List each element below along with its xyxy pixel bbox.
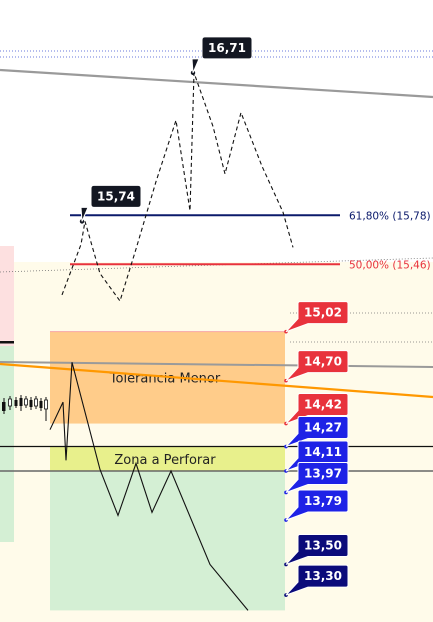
candle: [30, 400, 33, 407]
candle: [20, 398, 23, 406]
price-tag-1411-text: 14,11: [304, 445, 342, 459]
price-tag-1350-text: 13,50: [304, 538, 342, 552]
candle: [25, 399, 28, 405]
point-label-1574: 15,74: [80, 185, 141, 223]
candle: [35, 399, 38, 406]
price-tag-1502-text: 15,02: [304, 306, 342, 320]
gray-trend-line: [0, 70, 433, 97]
candle: [40, 401, 43, 408]
zona-a-perforar-label: Zona a Perforar: [114, 453, 216, 468]
candle: [9, 399, 12, 406]
price-tag-1427-text: 14,27: [304, 421, 342, 435]
price-tag-1379-text: 13,79: [304, 494, 342, 508]
price-tag-1397-text: 13,97: [304, 466, 342, 480]
left-green-zone: [0, 346, 14, 542]
point-1671-text: 16,71: [208, 41, 246, 55]
candle: [2, 402, 6, 411]
price-tag-1470-text: 14,70: [304, 355, 342, 369]
green-zone: [50, 471, 285, 610]
point-1574-text: 15,74: [97, 189, 135, 203]
fib-level-618-label: 61,80% (15,78): [349, 210, 431, 222]
price-tag-1330-text: 13,30: [304, 569, 342, 583]
point-labels-layer: 16,71 15,74: [80, 37, 252, 224]
point-label-1671: 16,71: [191, 37, 252, 75]
candle: [15, 400, 18, 406]
candle: [45, 400, 48, 409]
left-red-zone: [0, 246, 14, 346]
dark-level-bar: [0, 341, 14, 344]
fib-level-50-label: 50,00% (15,46): [349, 259, 431, 271]
price-tag-1442-text: 14,42: [304, 398, 342, 412]
